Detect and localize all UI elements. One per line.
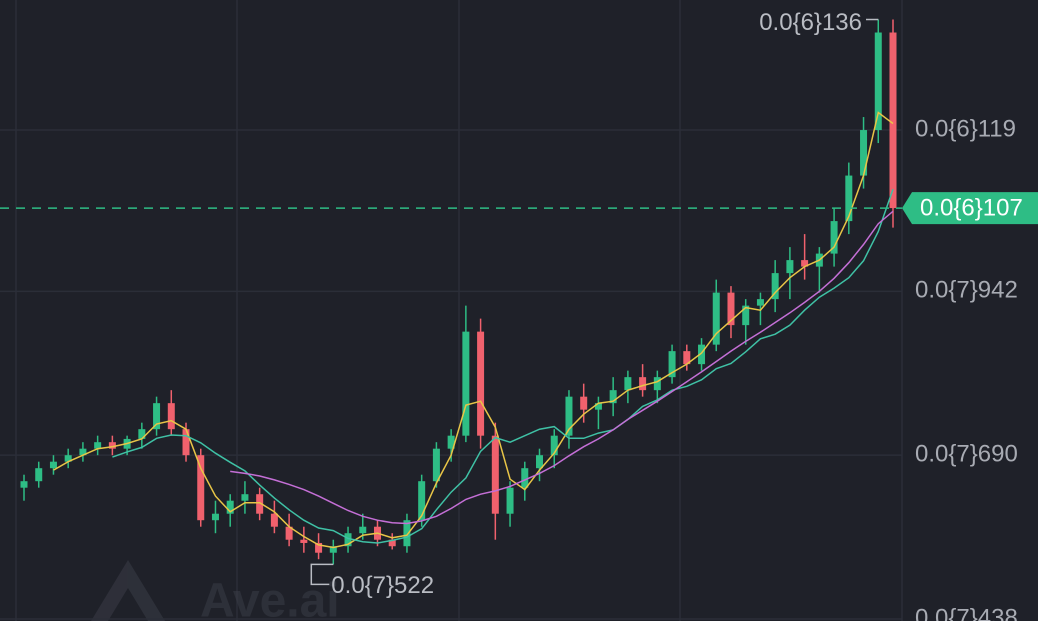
candle-body (153, 403, 161, 430)
candle-body (536, 455, 544, 469)
candle-body (329, 546, 337, 553)
candle-body (830, 221, 838, 254)
candle-body (182, 429, 190, 456)
candle-body (639, 377, 647, 391)
candle-body (344, 533, 352, 547)
candle-body (270, 513, 278, 527)
candle-body (64, 455, 72, 462)
candle-body (786, 260, 794, 274)
watermark: Ave.ai (91, 560, 340, 621)
candle-body (477, 331, 485, 436)
candle-body (403, 520, 411, 547)
min-leader (310, 563, 334, 586)
last-price-label: 0.0{6}107 (920, 194, 1023, 221)
candle-body (668, 351, 676, 378)
candle-body (94, 442, 102, 449)
candle-body (167, 403, 175, 430)
candle-body (889, 32, 897, 209)
candle-body (197, 455, 205, 521)
candle-body (256, 494, 264, 514)
candle-body (418, 481, 426, 521)
candle-body (653, 377, 661, 391)
y-tick-label: 0.0{7}438 (915, 604, 1018, 621)
candle-body (550, 435, 558, 456)
moving-average-line (53, 111, 894, 549)
candle-body (241, 494, 249, 501)
candle-body (580, 396, 588, 410)
watermark-text: Ave.ai (200, 575, 340, 621)
candle-body (49, 461, 57, 469)
moving-average-line (230, 210, 894, 525)
candle-body (506, 487, 514, 514)
candle-body (845, 175, 853, 222)
candle-body (712, 292, 720, 345)
candle-body (20, 481, 28, 488)
candle-body (742, 305, 750, 326)
candle-body (756, 299, 764, 306)
candle-body (609, 390, 617, 404)
candle-body (860, 130, 868, 176)
moving-average-line (112, 188, 894, 544)
watermark-logo (91, 560, 165, 621)
candle-body (771, 273, 779, 300)
vertical-grid (15, 0, 903, 621)
y-tick-label: 0.0{7}690 (915, 441, 1018, 468)
y-tick-label: 0.0{7}942 (915, 277, 1018, 304)
candle-body (388, 539, 396, 547)
candle-body (491, 435, 499, 514)
candle-body (727, 292, 735, 326)
y-tick-label: 0.0{6}119 (915, 115, 1016, 142)
candle-body (226, 500, 234, 514)
candle-body (683, 351, 691, 365)
candle-body (108, 442, 116, 449)
candle-body (432, 448, 440, 482)
candle-body (874, 32, 882, 131)
candle-body (624, 377, 632, 391)
candle-body (300, 539, 308, 543)
candle-body (801, 260, 809, 267)
candle-body (211, 513, 219, 521)
candle-body (521, 468, 529, 488)
candle-body (138, 429, 146, 439)
candle-body (565, 396, 573, 436)
max-label: 0.0{6}136 (759, 9, 862, 36)
candle-body (315, 542, 323, 553)
last-price-tag (902, 192, 1038, 225)
candle-body (79, 448, 87, 456)
candle-body (35, 468, 43, 482)
candle-body (698, 344, 706, 365)
candle-body (359, 526, 367, 534)
candle-body (462, 331, 470, 436)
min-label: 0.0{7}522 (331, 572, 434, 599)
candle-body (447, 435, 455, 449)
candle-body (594, 403, 602, 410)
candle-body (285, 526, 293, 540)
